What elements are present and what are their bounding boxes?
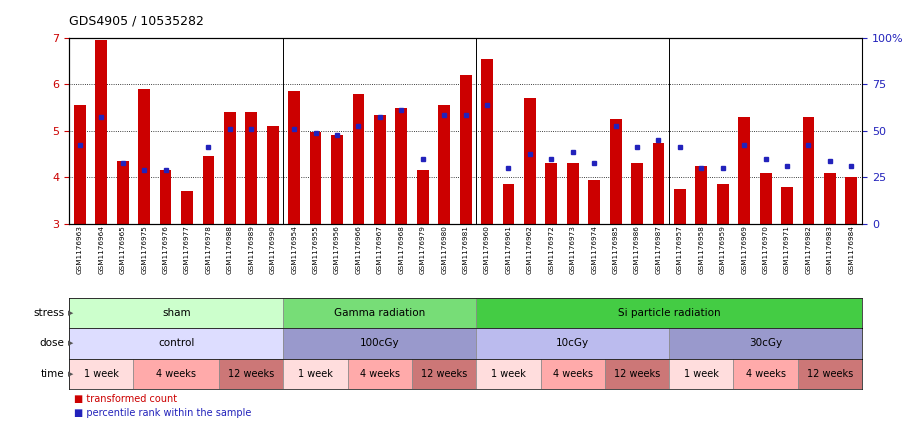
Bar <box>605 359 669 389</box>
Text: 4 weeks: 4 weeks <box>746 369 786 379</box>
Bar <box>310 132 322 224</box>
Bar <box>74 105 86 224</box>
Text: ▶: ▶ <box>68 371 74 377</box>
Text: 12 weeks: 12 weeks <box>421 369 467 379</box>
Text: 12 weeks: 12 weeks <box>228 369 275 379</box>
Bar <box>717 184 728 224</box>
Bar <box>477 328 669 359</box>
Bar <box>481 59 493 224</box>
Bar <box>289 91 300 224</box>
Bar <box>438 105 450 224</box>
Bar <box>181 191 193 224</box>
Bar <box>283 298 477 328</box>
Text: 1 week: 1 week <box>298 369 333 379</box>
Bar <box>224 113 236 224</box>
Bar <box>460 75 471 224</box>
Text: ▶: ▶ <box>68 341 74 346</box>
Bar <box>95 40 107 224</box>
Bar <box>352 94 364 224</box>
Bar <box>502 184 514 224</box>
Bar <box>266 126 278 224</box>
Bar <box>138 89 150 224</box>
Text: 1 week: 1 week <box>491 369 526 379</box>
Bar <box>588 180 600 224</box>
Bar <box>134 359 219 389</box>
Bar <box>69 328 283 359</box>
Bar <box>348 359 412 389</box>
Text: 1 week: 1 week <box>84 369 119 379</box>
Text: ▶: ▶ <box>68 310 74 316</box>
Text: 4 weeks: 4 weeks <box>553 369 593 379</box>
Bar <box>245 113 257 224</box>
Text: control: control <box>158 338 195 349</box>
Bar <box>117 161 129 224</box>
Text: 100cGy: 100cGy <box>361 338 400 349</box>
Bar <box>477 359 540 389</box>
Bar <box>760 173 772 224</box>
Bar <box>674 189 686 224</box>
Bar <box>283 359 348 389</box>
Bar <box>739 117 751 224</box>
Bar <box>69 298 283 328</box>
Text: Si particle radiation: Si particle radiation <box>618 308 720 318</box>
Bar <box>781 187 793 224</box>
Text: dose: dose <box>40 338 65 349</box>
Bar <box>477 298 862 328</box>
Text: 10cGy: 10cGy <box>556 338 589 349</box>
Bar <box>412 359 477 389</box>
Text: sham: sham <box>162 308 191 318</box>
Bar <box>567 163 579 224</box>
Bar <box>283 328 477 359</box>
Bar <box>374 115 385 224</box>
Text: 12 weeks: 12 weeks <box>807 369 853 379</box>
Bar <box>695 166 707 224</box>
Bar <box>219 359 283 389</box>
Bar <box>69 359 134 389</box>
Text: ■ transformed count: ■ transformed count <box>74 394 177 404</box>
Bar <box>734 359 798 389</box>
Bar <box>653 143 665 224</box>
Text: Gamma radiation: Gamma radiation <box>335 308 426 318</box>
Bar <box>396 108 408 224</box>
Bar <box>160 170 171 224</box>
Bar <box>669 359 734 389</box>
Bar <box>798 359 862 389</box>
Text: 4 weeks: 4 weeks <box>157 369 196 379</box>
Bar <box>417 170 429 224</box>
Bar <box>331 135 343 224</box>
Bar <box>203 157 214 224</box>
Bar <box>802 117 814 224</box>
Text: time: time <box>41 369 65 379</box>
Text: GDS4905 / 10535282: GDS4905 / 10535282 <box>69 14 204 27</box>
Bar <box>524 99 536 224</box>
Text: ■ percentile rank within the sample: ■ percentile rank within the sample <box>74 408 251 418</box>
Bar <box>609 119 621 224</box>
Text: 4 weeks: 4 weeks <box>360 369 400 379</box>
Text: 30cGy: 30cGy <box>749 338 782 349</box>
Text: 1 week: 1 week <box>684 369 719 379</box>
Text: 12 weeks: 12 weeks <box>614 369 660 379</box>
Bar <box>669 328 862 359</box>
Bar <box>824 173 836 224</box>
Bar <box>546 163 557 224</box>
Text: stress: stress <box>33 308 65 318</box>
Bar <box>632 163 643 224</box>
Bar <box>845 177 857 224</box>
Bar <box>540 359 605 389</box>
